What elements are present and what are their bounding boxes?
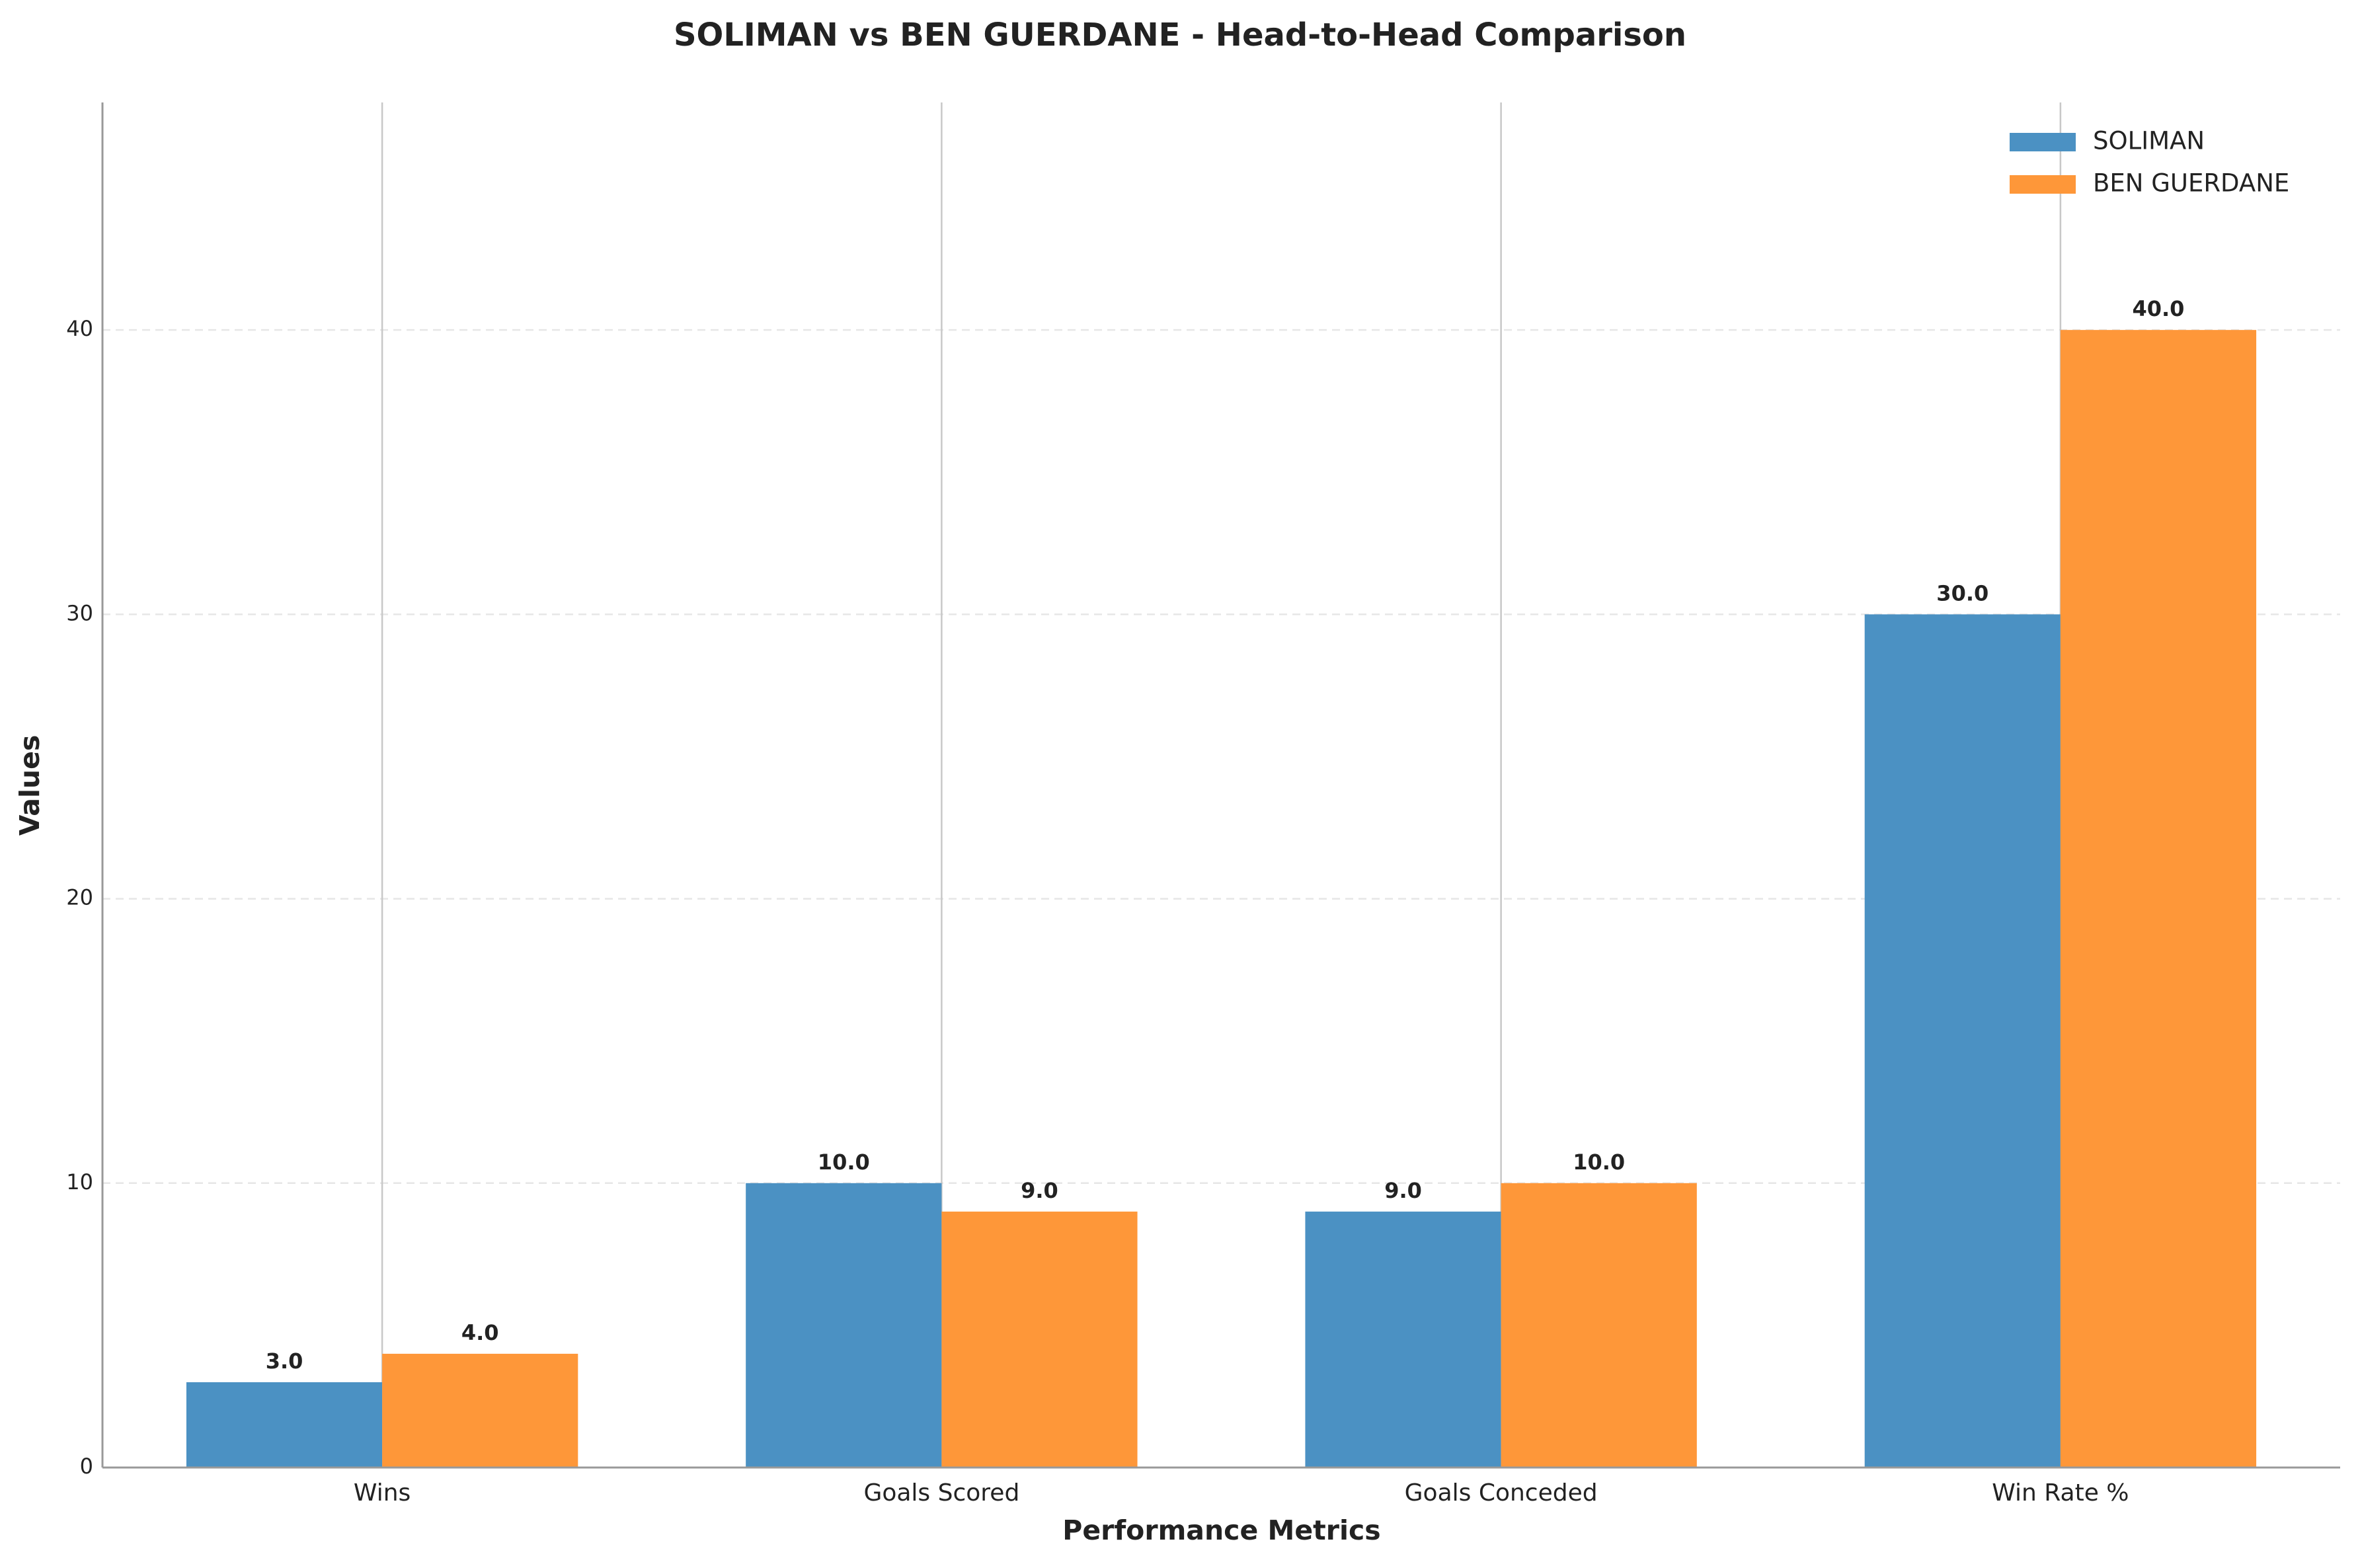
value-label: 9.0	[1021, 1178, 1058, 1203]
x-tick-label: Goals Conceded	[1405, 1479, 1598, 1507]
y-tick-label: 40	[66, 316, 93, 341]
x-tick-label: Wins	[354, 1479, 411, 1507]
value-label: 3.0	[266, 1349, 303, 1374]
value-label: 40.0	[2132, 296, 2184, 321]
bar	[941, 1211, 1138, 1468]
value-label: 10.0	[818, 1150, 870, 1175]
y-tick-label: 30	[66, 600, 93, 625]
chart-title: SOLIMAN vs BEN GUERDANE - Head-to-Head C…	[674, 17, 1686, 54]
bar	[1864, 614, 2061, 1468]
legend-label: SOLIMAN	[2093, 127, 2205, 155]
y-tick-label: 20	[66, 885, 93, 910]
bar	[746, 1183, 942, 1468]
bar	[186, 1382, 383, 1468]
x-axis-label: Performance Metrics	[1062, 1514, 1380, 1546]
legend-swatch	[2010, 133, 2076, 151]
y-tick-label: 10	[66, 1169, 93, 1195]
y-axis-label: Values	[14, 735, 46, 836]
bar	[382, 1353, 578, 1468]
bar	[2060, 330, 2257, 1468]
legend-swatch	[2010, 175, 2076, 194]
bar	[1501, 1183, 1697, 1468]
legend-label: BEN GUERDANE	[2093, 169, 2289, 198]
value-label: 9.0	[1384, 1178, 1422, 1203]
y-tick-label: 0	[80, 1454, 93, 1479]
bar	[1305, 1211, 1501, 1468]
value-label: 30.0	[1936, 580, 1988, 606]
value-label: 4.0	[461, 1320, 499, 1345]
x-tick-label: Win Rate %	[1992, 1479, 2129, 1507]
x-tick-label: Goals Scored	[863, 1479, 1019, 1507]
value-label: 10.0	[1573, 1150, 1625, 1175]
